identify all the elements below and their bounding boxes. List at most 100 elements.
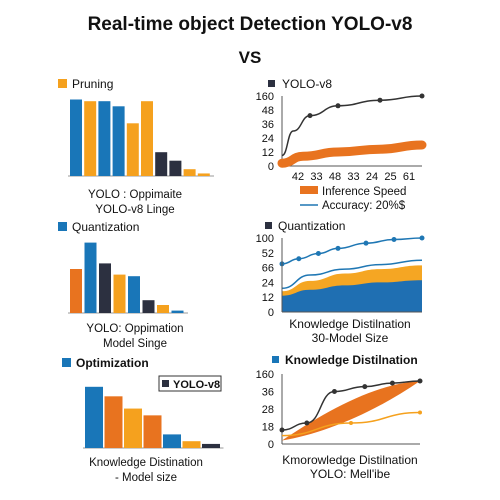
- right1-legend-swatch: [268, 80, 275, 87]
- right1-x-tick: 61: [403, 171, 415, 183]
- left2-bar: [128, 276, 140, 313]
- left1-bar: [183, 169, 196, 176]
- right3-orange-shape: [282, 381, 420, 441]
- left1-bar: [70, 99, 82, 176]
- right1-point: [419, 93, 425, 99]
- left2-bar: [99, 263, 111, 313]
- left1-bar: [84, 101, 97, 176]
- right1-point: [307, 113, 313, 119]
- left1-bar: [155, 152, 168, 176]
- right3-legend-label: Knowledge Distilnation: [285, 353, 418, 367]
- left1-legend-label: Pruning: [72, 77, 113, 91]
- right2-legend-swatch: [265, 222, 272, 229]
- right1-x-tick: 25: [384, 171, 396, 183]
- right2-point: [296, 256, 302, 262]
- right1-band-line: [277, 140, 427, 168]
- right2-point: [335, 245, 341, 251]
- right2-caption-line: Knowledge Distilnation: [289, 317, 410, 331]
- right3-legend-swatch: [272, 356, 279, 363]
- right3-point: [331, 389, 337, 394]
- right3-yellow-point: [418, 410, 422, 415]
- left3-badge-label: YOLO-v8: [173, 379, 220, 391]
- right2-y-tick: 100: [256, 233, 274, 245]
- left3-badge-swatch: [162, 380, 169, 387]
- right2-point: [315, 251, 321, 257]
- left1-bar: [141, 101, 153, 176]
- right1-y-tick: 0: [268, 161, 274, 173]
- right2-y-tick: 12: [262, 292, 274, 304]
- right3-point: [362, 384, 368, 390]
- left1-caption-line: YOLO : Oppimaite: [88, 189, 182, 201]
- right3-y-tick: 18: [262, 422, 274, 434]
- left1-bar: [169, 160, 182, 176]
- right2-point: [419, 235, 425, 241]
- left3-legend-swatch: [62, 358, 71, 367]
- left2-caption-line: Model Singe: [103, 338, 167, 350]
- right2-top-line: [281, 237, 423, 265]
- left1-bar: [98, 101, 111, 176]
- right2-y-tick: 24: [262, 277, 274, 289]
- left3-bar: [85, 386, 103, 448]
- right1-y-tick: 48: [262, 105, 274, 117]
- right2-legend-label: Quantization: [278, 219, 345, 233]
- left2-bar: [142, 300, 155, 313]
- left3-bar: [182, 441, 201, 448]
- left2-legend-label: Quantization: [72, 220, 139, 234]
- left3-caption-line: Knowledge Distination: [89, 457, 203, 469]
- left3-bar: [124, 408, 142, 448]
- left2-bar: [157, 305, 169, 313]
- right3-y-tick: 28: [262, 404, 274, 416]
- right1-point: [335, 103, 341, 109]
- right1-series-label: Accuracy: 20%$: [322, 200, 406, 212]
- right3-main-line: [281, 380, 421, 431]
- right3-y-tick: 160: [256, 369, 274, 381]
- left2-legend-swatch: [58, 222, 67, 231]
- right1-x-tick: 42: [292, 171, 304, 183]
- right2-y-tick: 0: [268, 307, 274, 319]
- right2-caption-line: 30-Model Size: [312, 331, 389, 345]
- left3-bar: [202, 443, 220, 448]
- right3-y-tick: 0: [268, 439, 274, 451]
- right3-y-tick: 36: [262, 387, 274, 399]
- left2-bar: [84, 242, 97, 313]
- right1-legend-label: YOLO-v8: [282, 77, 332, 91]
- left1-legend-swatch: [58, 79, 67, 88]
- left2-caption-line: YOLO: Oppimation: [86, 323, 183, 335]
- right3-point: [417, 378, 423, 384]
- right3-point: [279, 427, 285, 433]
- right3-yellow-point: [349, 421, 353, 425]
- vs-label: VS: [238, 48, 262, 67]
- left1-caption-line: YOLO-v8 Linge: [95, 204, 174, 216]
- right2-y-tick: 66: [262, 263, 274, 275]
- right1-x-tick: 33: [310, 171, 322, 183]
- right1-x-tick: 48: [329, 171, 341, 183]
- right2-point: [363, 240, 369, 246]
- left1-bar: [197, 173, 210, 176]
- right1-point: [377, 97, 383, 103]
- left3-bar: [163, 434, 181, 448]
- page-title: Real-time object Detection YOLO-v8: [87, 14, 413, 35]
- right1-series-swatch: [300, 186, 318, 194]
- left1-bar: [126, 123, 139, 176]
- left3-legend-label: Optimization: [76, 356, 149, 370]
- right3-caption-line: YOLO: Mell'ibe: [310, 467, 391, 481]
- right2-mid-line: [281, 259, 423, 290]
- right3-point: [389, 380, 395, 386]
- right1-y-tick: 24: [262, 133, 274, 145]
- right1-x-tick: 33: [347, 171, 359, 183]
- right3-caption-line: Kmorowledge Distilnation: [282, 453, 417, 467]
- right1-main-line: [281, 95, 423, 157]
- left3-badge-box: [158, 375, 222, 392]
- right2-blue-area: [282, 280, 422, 312]
- right1-x-tick: 24: [366, 171, 378, 183]
- right1-y-tick: 36: [262, 119, 274, 131]
- left3-bar: [104, 396, 123, 448]
- right2-y-tick: 52: [262, 248, 274, 260]
- right1-y-tick: 12: [262, 147, 274, 159]
- left2-bar: [171, 310, 184, 313]
- right2-point: [391, 236, 397, 242]
- right3-point: [304, 420, 310, 426]
- left1-bar: [112, 106, 125, 176]
- left3-bar: [143, 415, 162, 448]
